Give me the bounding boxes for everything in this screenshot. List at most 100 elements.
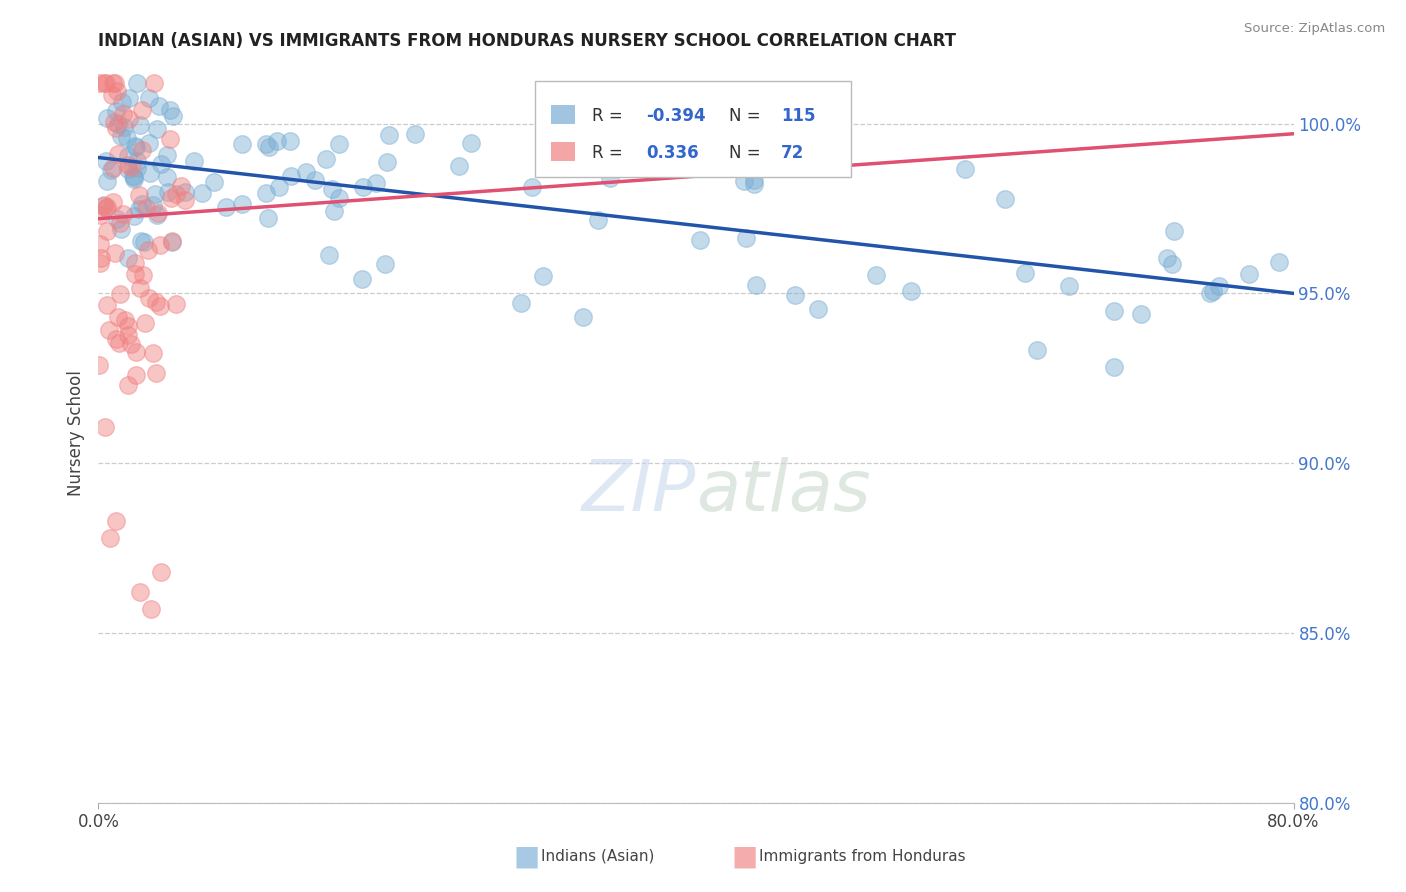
Indians (Asian)	[592, 103, 614, 117]
Immigrants from Honduras	[117, 327, 139, 342]
Indians (Asian)	[865, 268, 887, 282]
Immigrants from Honduras	[89, 256, 111, 270]
Immigrants from Honduras	[96, 298, 118, 312]
Indians (Asian)	[124, 139, 146, 153]
Indians (Asian)	[328, 191, 350, 205]
Indians (Asian)	[295, 165, 318, 179]
Indians (Asian)	[94, 153, 117, 168]
Indians (Asian)	[150, 157, 173, 171]
Immigrants from Honduras	[165, 296, 187, 310]
Immigrants from Honduras	[101, 194, 124, 209]
Indians (Asian)	[1014, 266, 1036, 280]
Indians (Asian)	[215, 201, 238, 215]
Text: -0.394: -0.394	[645, 107, 706, 125]
Immigrants from Honduras	[112, 206, 135, 220]
Immigrants from Honduras	[104, 76, 127, 90]
Immigrants from Honduras	[101, 76, 124, 90]
Indians (Asian)	[231, 197, 253, 211]
Immigrants from Honduras	[135, 201, 157, 215]
Immigrants from Honduras	[89, 208, 111, 222]
Immigrants from Honduras	[107, 146, 129, 161]
Indians (Asian)	[145, 208, 167, 222]
Text: ■: ■	[513, 842, 540, 871]
Indians (Asian)	[162, 110, 184, 124]
Indians (Asian)	[105, 212, 128, 227]
Immigrants from Honduras	[169, 178, 191, 193]
Indians (Asian)	[148, 99, 170, 113]
Immigrants from Honduras	[94, 76, 117, 90]
Immigrants from Honduras	[160, 234, 183, 248]
Immigrants from Honduras	[108, 286, 131, 301]
Immigrants from Honduras	[160, 191, 183, 205]
Indians (Asian)	[115, 131, 138, 145]
Immigrants from Honduras	[125, 368, 148, 383]
Immigrants from Honduras	[114, 313, 136, 327]
Indians (Asian)	[124, 169, 146, 184]
Indians (Asian)	[127, 76, 149, 90]
Indians (Asian)	[1160, 257, 1182, 271]
Indians (Asian)	[124, 140, 146, 154]
Immigrants from Honduras	[111, 107, 134, 121]
Immigrants from Honduras	[143, 76, 166, 90]
Text: ■: ■	[731, 842, 758, 871]
Immigrants from Honduras	[150, 565, 173, 579]
Indians (Asian)	[159, 103, 181, 118]
Indians (Asian)	[953, 161, 976, 176]
Immigrants from Honduras	[145, 295, 167, 310]
Immigrants from Honduras	[165, 186, 187, 201]
Immigrants from Honduras	[159, 132, 181, 146]
Indians (Asian)	[128, 202, 150, 217]
Indians (Asian)	[183, 153, 205, 168]
Indians (Asian)	[191, 186, 214, 201]
Indians (Asian)	[157, 185, 180, 199]
Immigrants from Honduras	[98, 322, 121, 336]
Immigrants from Honduras	[124, 256, 146, 270]
Indians (Asian)	[131, 197, 153, 211]
Indians (Asian)	[315, 152, 337, 166]
Indians (Asian)	[900, 284, 922, 298]
Indians (Asian)	[138, 136, 160, 150]
Indians (Asian)	[96, 174, 118, 188]
Immigrants from Honduras	[93, 198, 115, 212]
Text: ZIP: ZIP	[582, 458, 696, 526]
Indians (Asian)	[1156, 251, 1178, 265]
Text: R =: R =	[592, 107, 628, 125]
Text: Immigrants from Honduras: Immigrants from Honduras	[759, 849, 966, 863]
Indians (Asian)	[1198, 286, 1220, 301]
Indians (Asian)	[155, 148, 177, 162]
Immigrants from Honduras	[117, 158, 139, 172]
Text: 115: 115	[780, 107, 815, 125]
Indians (Asian)	[254, 137, 277, 152]
Indians (Asian)	[266, 134, 288, 148]
Indians (Asian)	[125, 153, 148, 168]
Indians (Asian)	[620, 161, 643, 176]
Immigrants from Honduras	[108, 336, 131, 351]
Immigrants from Honduras	[132, 268, 155, 283]
Indians (Asian)	[520, 180, 543, 194]
Immigrants from Honduras	[93, 76, 115, 90]
Indians (Asian)	[118, 90, 141, 104]
Y-axis label: Nursery School: Nursery School	[66, 369, 84, 496]
Indians (Asian)	[1267, 254, 1289, 268]
Indians (Asian)	[278, 134, 301, 148]
Text: Indians (Asian): Indians (Asian)	[541, 849, 655, 863]
Indians (Asian)	[129, 118, 152, 132]
Immigrants from Honduras	[129, 585, 152, 599]
Indians (Asian)	[350, 272, 373, 286]
Indians (Asian)	[352, 180, 374, 194]
Indians (Asian)	[745, 278, 768, 293]
Immigrants from Honduras	[138, 291, 160, 305]
Indians (Asian)	[321, 182, 343, 196]
Text: 72: 72	[780, 144, 804, 161]
Immigrants from Honduras	[89, 76, 111, 90]
Indians (Asian)	[733, 174, 755, 188]
Immigrants from Honduras	[121, 160, 143, 174]
Indians (Asian)	[540, 136, 562, 151]
Text: N =: N =	[730, 107, 766, 125]
Immigrants from Honduras	[125, 345, 148, 359]
Indians (Asian)	[174, 185, 197, 199]
Indians (Asian)	[134, 235, 156, 249]
Indians (Asian)	[117, 149, 139, 163]
Indians (Asian)	[143, 187, 166, 202]
Indians (Asian)	[112, 120, 135, 134]
